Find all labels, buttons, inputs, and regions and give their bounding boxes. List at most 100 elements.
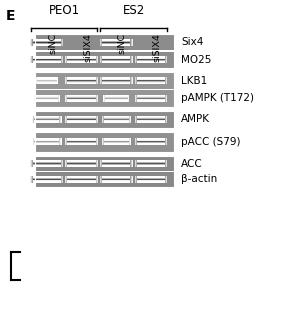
Bar (105, 97, 128, 98)
Bar (67, 99, 96, 100)
Bar (35, 100, 58, 101)
Bar (32, 181, 61, 182)
Bar (137, 181, 165, 182)
Bar (137, 99, 165, 100)
Bar (34, 138, 60, 139)
Bar (67, 143, 96, 144)
Bar (137, 94, 165, 95)
Bar (102, 61, 131, 62)
Bar (137, 140, 165, 141)
Bar (35, 132, 174, 152)
Bar (105, 99, 128, 100)
Bar (32, 61, 61, 62)
Text: siNC: siNC (118, 33, 127, 54)
Bar (102, 165, 131, 166)
Bar (137, 77, 165, 78)
Bar (67, 140, 96, 141)
Bar (67, 80, 96, 81)
Bar (37, 81, 57, 82)
Bar (32, 62, 61, 63)
Bar (35, 50, 174, 52)
Bar (32, 160, 61, 161)
Bar (67, 164, 96, 165)
Bar (35, 98, 58, 99)
Bar (137, 178, 165, 179)
Bar (102, 162, 131, 163)
Bar (67, 120, 96, 121)
Bar (32, 43, 61, 44)
Bar (67, 95, 96, 96)
Bar (32, 179, 61, 180)
Bar (103, 141, 129, 142)
Bar (34, 139, 60, 140)
Bar (102, 44, 131, 45)
Bar (105, 100, 128, 101)
Bar (67, 162, 96, 163)
Bar (137, 161, 165, 162)
Bar (137, 82, 165, 83)
Bar (102, 42, 131, 43)
Bar (137, 58, 165, 59)
Bar (67, 79, 96, 80)
Bar (35, 96, 58, 97)
Bar (102, 77, 131, 78)
Text: siSIX4: siSIX4 (153, 33, 162, 62)
Bar (103, 118, 129, 119)
Bar (137, 79, 165, 80)
Bar (102, 161, 131, 162)
Bar (105, 94, 128, 95)
Bar (35, 72, 174, 107)
Bar (32, 40, 61, 41)
Bar (103, 143, 129, 144)
Bar (137, 118, 165, 119)
Bar (37, 83, 57, 84)
Bar (67, 163, 96, 164)
Bar (137, 143, 165, 144)
Bar (34, 141, 60, 142)
Bar (67, 82, 96, 83)
Bar (102, 182, 131, 183)
Bar (105, 96, 128, 97)
Bar (67, 178, 96, 179)
Bar (35, 156, 174, 187)
Bar (102, 58, 131, 59)
Bar (35, 97, 58, 98)
Text: E: E (6, 9, 15, 23)
Bar (37, 77, 57, 78)
Bar (102, 40, 131, 41)
Bar (137, 144, 165, 145)
Bar (34, 121, 60, 122)
Bar (67, 176, 96, 177)
Bar (67, 58, 96, 59)
Bar (137, 122, 165, 123)
Bar (67, 100, 96, 101)
Bar (103, 117, 129, 118)
Bar (67, 56, 96, 57)
Bar (137, 100, 165, 101)
Bar (137, 166, 165, 167)
Bar (102, 163, 131, 164)
Bar (102, 78, 131, 79)
Bar (137, 80, 165, 81)
Bar (35, 34, 174, 68)
Bar (137, 97, 165, 98)
Text: siNC: siNC (48, 33, 57, 54)
Bar (35, 111, 174, 128)
Bar (35, 132, 174, 152)
Bar (137, 96, 165, 97)
Bar (34, 119, 60, 120)
Bar (137, 119, 165, 120)
Bar (103, 120, 129, 121)
Bar (32, 162, 61, 163)
Bar (103, 140, 129, 141)
Text: Six4: Six4 (181, 37, 204, 48)
Bar (34, 120, 60, 121)
Bar (137, 176, 165, 177)
Bar (102, 181, 131, 182)
Bar (103, 142, 129, 143)
Bar (137, 165, 165, 166)
Text: β-actin: β-actin (181, 174, 217, 184)
Bar (67, 61, 96, 62)
Bar (67, 166, 96, 167)
Bar (67, 57, 96, 58)
